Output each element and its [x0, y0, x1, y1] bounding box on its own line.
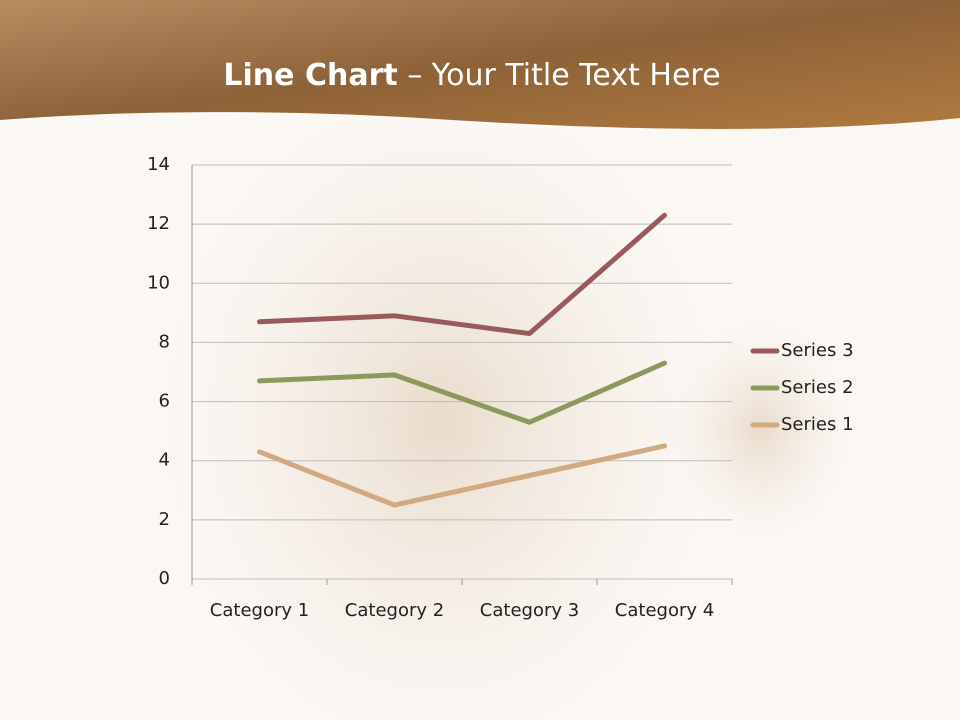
y-tick-label: 6 — [159, 391, 170, 412]
y-tick-label: 4 — [159, 450, 170, 471]
x-tick-label: Category 2 — [345, 600, 444, 621]
legend-label: Series 3 — [781, 340, 854, 361]
header-band — [0, 0, 960, 129]
series-line — [257, 443, 667, 508]
y-tick-label: 2 — [159, 509, 170, 530]
legend-label: Series 2 — [781, 377, 854, 398]
x-tick-label: Category 1 — [210, 600, 309, 621]
x-tick-label: Category 4 — [615, 600, 714, 621]
y-tick-label: 14 — [147, 154, 170, 175]
slide-title: Line Chart – Your Title Text Here — [223, 58, 720, 93]
x-tick-label: Category 3 — [480, 600, 579, 621]
y-tick-label: 10 — [147, 272, 170, 293]
y-tick-label: 0 — [159, 568, 170, 589]
y-tick-label: 8 — [159, 331, 170, 352]
background-image — [160, 90, 720, 720]
background-image — [670, 320, 850, 540]
title-bold: Line Chart — [223, 58, 397, 93]
series-line — [257, 360, 667, 425]
y-tick-label: 12 — [147, 213, 170, 234]
legend-label: Series 1 — [781, 414, 854, 435]
series-line — [257, 212, 667, 337]
title-rest: – Your Title Text Here — [407, 58, 720, 93]
